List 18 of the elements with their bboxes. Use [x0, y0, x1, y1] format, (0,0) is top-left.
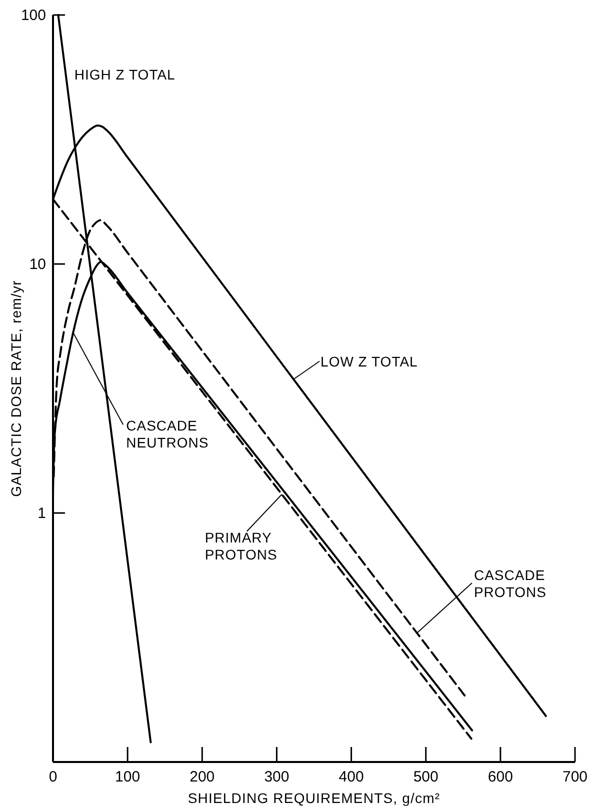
x-tick-label: 600	[488, 768, 513, 786]
x-tick-label: 400	[338, 768, 364, 786]
series-label: CASCADE NEUTRONS	[126, 418, 209, 451]
text: CASCADE PROTONS	[474, 566, 546, 600]
y-tick-label: 1	[38, 504, 46, 522]
y-tick-label: 10	[29, 256, 46, 273]
x-tick-label: 0	[48, 768, 58, 786]
x-tick-label: 700	[562, 768, 588, 786]
x-tick-label: 500	[413, 768, 438, 786]
y-tick-label: 100	[20, 6, 46, 24]
y-axis-title: GALACTIC DOSE RATE, rem/yr	[8, 280, 24, 497]
series-label: HIGH Z TOTAL	[74, 66, 176, 83]
series-label: PRIMARY PROTONS	[204, 529, 278, 562]
x-axis-title: SHIELDING REQUIREMENTS, g/cm²	[188, 790, 440, 806]
x-tick-label: 300	[264, 768, 290, 786]
x-tick-label: 100	[115, 768, 140, 786]
x-tick-label: 200	[190, 768, 215, 786]
legend-label: LOW Z TOTAL	[320, 353, 418, 370]
